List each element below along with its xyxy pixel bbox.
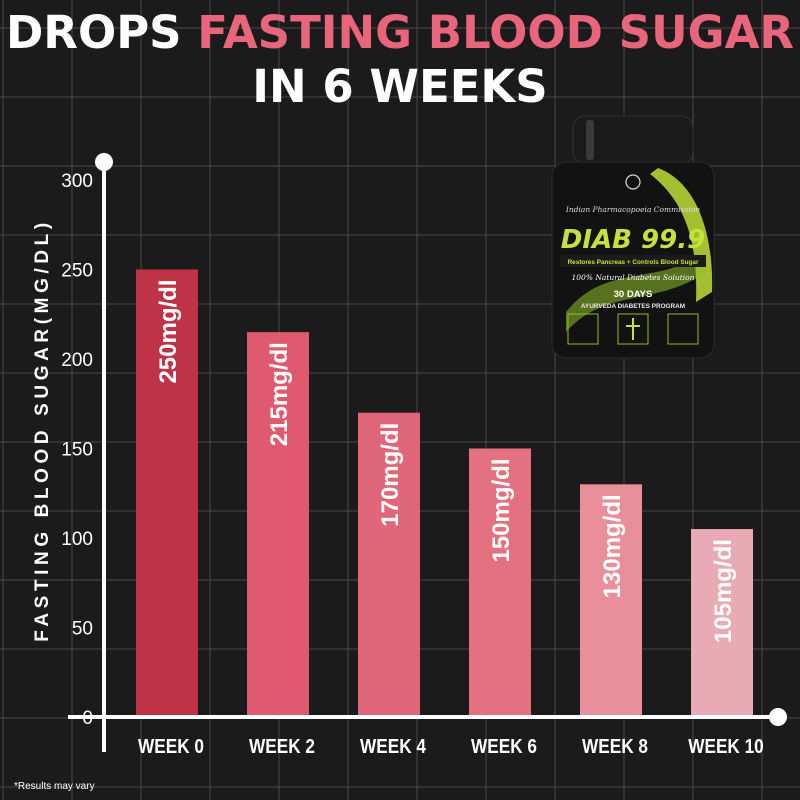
bar-value-label: 215mg/dl — [266, 342, 293, 446]
y-axis-end-dot — [95, 153, 113, 171]
x-category-label: WEEK 10 — [688, 735, 763, 758]
bar — [247, 332, 309, 717]
chart-axes — [68, 153, 787, 752]
x-axis-end-dot — [769, 708, 787, 726]
bottle-badge-figure — [626, 318, 640, 340]
bar-value-label: 250mg/dl — [155, 280, 182, 384]
bottle-logo-mark — [625, 174, 641, 190]
product-line4: 30 DAYS — [614, 289, 653, 300]
title-part-pink: FASTING BLOOD SUGAR — [197, 6, 795, 59]
disclaimer-footnote: *Results may vary — [14, 781, 95, 792]
y-tick-label: 150 — [61, 440, 93, 461]
bar — [580, 484, 642, 717]
product-line1: Indian Pharmacopoeia Commission — [565, 205, 700, 214]
bar-series — [136, 269, 753, 717]
bottle-badge-3 — [667, 313, 699, 345]
page-title: DROPS FASTING BLOOD SUGAR — [0, 6, 800, 59]
bottle-badge-1 — [567, 313, 599, 345]
product-brand: DIAB 99.9 — [561, 225, 705, 255]
y-tick-label: 200 — [61, 350, 93, 371]
product-line2: Restores Pancreas + Controls Blood Sugar — [568, 259, 699, 266]
bar — [469, 448, 531, 717]
y-axis-label: FASTING BLOOD SUGAR(MG/DL) — [32, 218, 53, 642]
y-tick-label: 0 — [82, 708, 93, 729]
x-category-label: WEEK 8 — [582, 735, 648, 758]
product-line3: 100% Natural Diabetes Solution — [572, 273, 695, 282]
product-bottle-image: Indian Pharmacopoeia Commission DIAB 99.… — [551, 115, 715, 359]
bottle-badge-2 — [617, 313, 649, 345]
y-tick-label: 100 — [61, 529, 93, 550]
bottle-cap-shine — [586, 120, 594, 160]
y-tick-label: 250 — [61, 261, 93, 282]
x-category-label: WEEK 2 — [249, 735, 315, 758]
product-line5: AYURVEDA DIABETES PROGRAM — [581, 303, 685, 310]
y-tick-label: 50 — [72, 619, 93, 640]
page-subtitle: IN 6 WEEKS — [252, 60, 548, 113]
x-category-label: WEEK 6 — [471, 735, 537, 758]
x-category-label: WEEK 4 — [360, 735, 426, 758]
bar-value-label: 170mg/dl — [377, 423, 404, 527]
bar-value-label: 130mg/dl — [599, 494, 626, 598]
bar-value-label: 150mg/dl — [488, 459, 515, 563]
bar-value-label: 105mg/dl — [710, 539, 737, 643]
x-category-labels: WEEK 0 WEEK 2 WEEK 4 WEEK 6 WEEK 8 WEEK 10 — [138, 735, 764, 758]
bar — [691, 529, 753, 717]
bar-value-labels: 250mg/dl 215mg/dl 170mg/dl 150mg/dl 130mg/dl… — [155, 280, 737, 644]
y-tick-label: 300 — [61, 171, 93, 192]
bottle-green-swoosh-2 — [566, 252, 706, 332]
bar — [136, 269, 198, 717]
x-category-label: WEEK 0 — [138, 735, 204, 758]
title-part-white: DROPS — [5, 6, 198, 59]
product-tagline-bg — [560, 255, 706, 267]
bar — [358, 412, 420, 717]
y-tick-labels: 0 50 100 150 200 250 300 — [61, 171, 93, 729]
